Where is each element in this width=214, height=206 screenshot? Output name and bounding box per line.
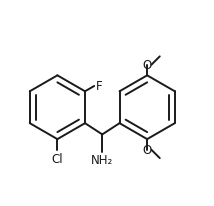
Text: O: O: [143, 144, 152, 157]
Text: Cl: Cl: [52, 152, 63, 165]
Text: NH₂: NH₂: [91, 153, 113, 166]
Text: F: F: [95, 80, 102, 93]
Text: O: O: [143, 59, 152, 72]
